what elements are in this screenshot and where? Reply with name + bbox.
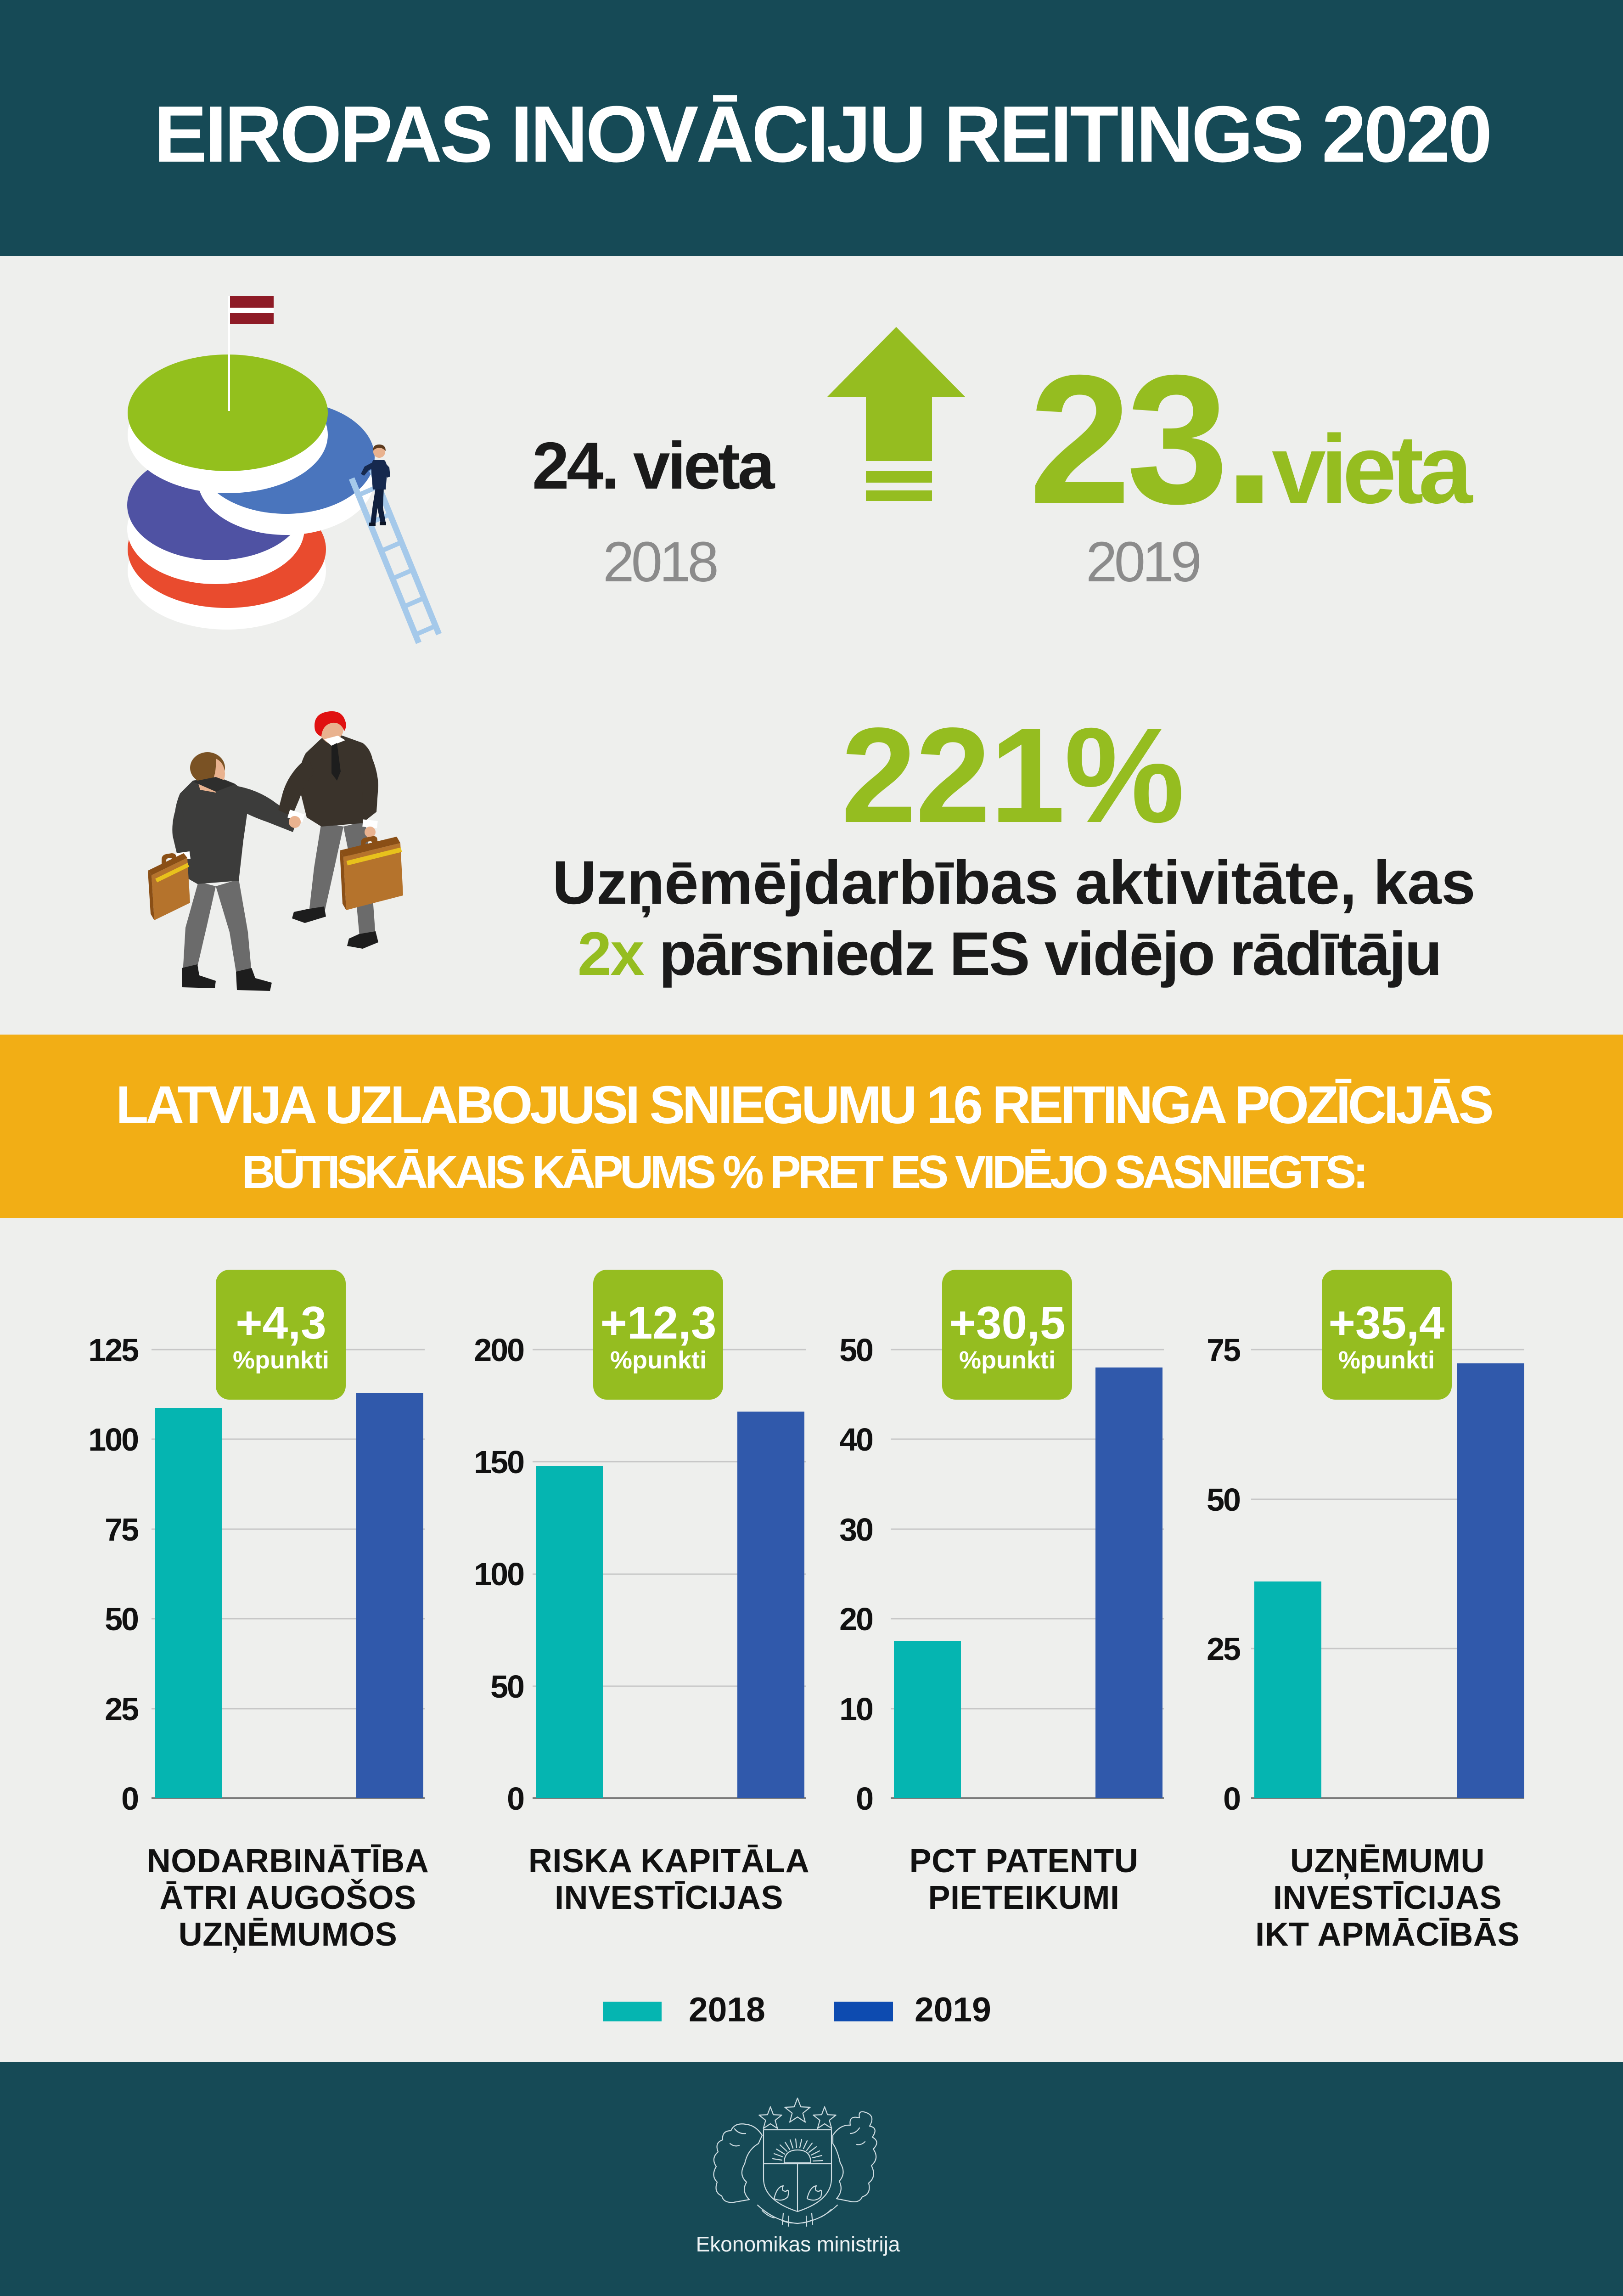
svg-text:10: 10 <box>839 1691 873 1727</box>
svg-text:+12,3: +12,3 <box>600 1297 716 1349</box>
svg-text:+4,3: +4,3 <box>236 1297 326 1349</box>
svg-text:50: 50 <box>839 1332 873 1368</box>
svg-text:vieta: vieta <box>1272 415 1473 523</box>
svg-text:30: 30 <box>839 1512 873 1548</box>
svg-text:40: 40 <box>839 1422 873 1458</box>
svg-text:PCT PATENTU: PCT PATENTU <box>910 1843 1139 1880</box>
svg-text:23.: 23. <box>1029 337 1270 542</box>
svg-text:221%: 221% <box>841 699 1184 851</box>
svg-text:125: 125 <box>88 1332 138 1368</box>
svg-text:75: 75 <box>1207 1332 1240 1368</box>
svg-text:%punkti: %punkti <box>610 1346 707 1374</box>
svg-text:BŪTISKĀKAIS KĀPUMS % PRET ES V: BŪTISKĀKAIS KĀPUMS % PRET ES VIDĒJO SASN… <box>242 1147 1365 1198</box>
svg-text:ĀTRI AUGOŠOS: ĀTRI AUGOŠOS <box>159 1879 416 1916</box>
svg-text:2018: 2018 <box>603 531 717 594</box>
svg-text:25: 25 <box>105 1691 138 1727</box>
svg-text:+30,5: +30,5 <box>949 1297 1065 1349</box>
svg-text:50: 50 <box>490 1669 524 1705</box>
svg-text:0: 0 <box>1223 1781 1240 1817</box>
svg-text:24. vieta: 24. vieta <box>532 428 775 503</box>
svg-text:Uzņēmējdarbības aktivitāte, ka: Uzņēmējdarbības aktivitāte, kas <box>552 849 1475 917</box>
svg-text:50: 50 <box>105 1601 138 1637</box>
svg-text:Ekonomikas ministrija: Ekonomikas ministrija <box>696 2232 900 2256</box>
svg-text:%punkti: %punkti <box>959 1346 1056 1374</box>
svg-text:0: 0 <box>856 1781 873 1817</box>
svg-text:25: 25 <box>1207 1631 1240 1667</box>
svg-text:UZŅĒMUMOS: UZŅĒMUMOS <box>179 1916 397 1953</box>
svg-text:2019: 2019 <box>915 1990 991 2029</box>
svg-text:LATVIJA UZLABOJUSI SNIEGUMU 16: LATVIJA UZLABOJUSI SNIEGUMU 16 REITINGA … <box>116 1075 1492 1135</box>
svg-text:100: 100 <box>474 1556 524 1592</box>
svg-text:150: 150 <box>474 1444 524 1480</box>
svg-text:0: 0 <box>507 1781 524 1817</box>
svg-text:RISKA KAPITĀLA: RISKA KAPITĀLA <box>528 1843 809 1880</box>
svg-text:%punkti: %punkti <box>233 1346 329 1374</box>
svg-text:2x pārsniedz ES vidējo rādītāj: 2x pārsniedz ES vidējo rādītāju <box>578 920 1441 988</box>
svg-text:2019: 2019 <box>1086 531 1199 594</box>
svg-text:75: 75 <box>105 1512 138 1548</box>
svg-text:+35,4: +35,4 <box>1328 1297 1444 1349</box>
svg-text:INVESTĪCIJAS: INVESTĪCIJAS <box>1273 1880 1502 1916</box>
svg-text:INVESTĪCIJAS: INVESTĪCIJAS <box>555 1880 783 1916</box>
svg-text:%punkti: %punkti <box>1338 1346 1435 1374</box>
svg-text:NODARBINĀTĪBA: NODARBINĀTĪBA <box>147 1843 429 1880</box>
svg-text:20: 20 <box>839 1601 873 1637</box>
svg-text:0: 0 <box>121 1781 138 1817</box>
svg-text:200: 200 <box>474 1332 524 1368</box>
svg-text:2018: 2018 <box>689 1990 765 2029</box>
svg-text:PIETEIKUMI: PIETEIKUMI <box>928 1880 1119 1916</box>
svg-text:EIROPAS INOVĀCIJU REITINGS 202: EIROPAS INOVĀCIJU REITINGS 2020 <box>154 89 1490 179</box>
svg-text:IKT APMĀCĪBĀS: IKT APMĀCĪBĀS <box>1255 1916 1520 1953</box>
svg-text:UZŅĒMUMU: UZŅĒMUMU <box>1290 1843 1485 1880</box>
svg-text:50: 50 <box>1207 1482 1240 1518</box>
svg-text:100: 100 <box>88 1422 138 1458</box>
